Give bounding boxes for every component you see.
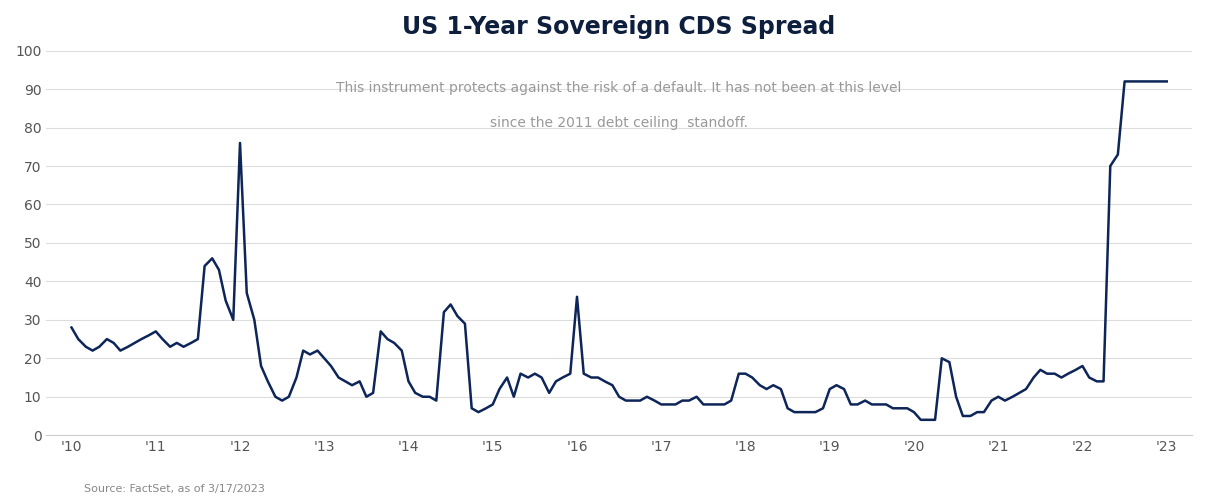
Text: Source: FactSet, as of 3/17/2023: Source: FactSet, as of 3/17/2023 (84, 484, 266, 494)
Text: This instrument protects against the risk of a default. It has not been at this : This instrument protects against the ris… (337, 81, 902, 95)
Text: since the 2011 debt ceiling  standoff.: since the 2011 debt ceiling standoff. (490, 116, 748, 130)
Title: US 1-Year Sovereign CDS Spread: US 1-Year Sovereign CDS Spread (402, 15, 835, 39)
